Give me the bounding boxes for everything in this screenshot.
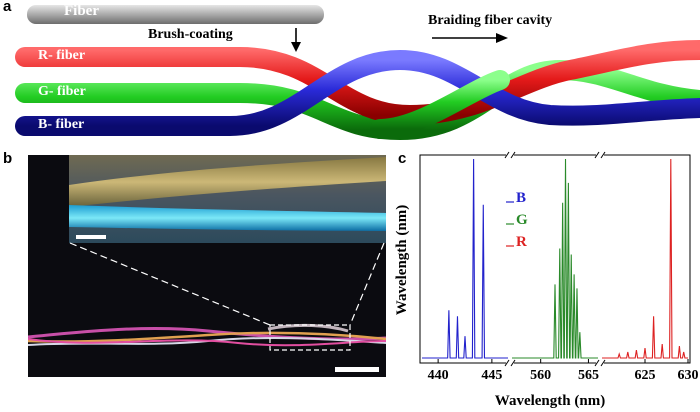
x-tick-label: 445 [481, 368, 502, 383]
x-tick-label: 440 [428, 368, 449, 383]
g-fiber-label: G- fiber [38, 84, 86, 99]
braided-fiber-photo [28, 323, 386, 347]
red-fiber [15, 40, 700, 126]
inset-scale-bar [76, 235, 106, 239]
legend-label-b: B [516, 190, 526, 206]
zoom-inset [69, 155, 386, 243]
axis-break-gap [596, 152, 604, 158]
arrow-right-icon [432, 33, 508, 43]
main-scale-bar [335, 367, 379, 372]
plain-fiber [27, 5, 324, 24]
y-axis-label: Wavelength (nm) [394, 205, 410, 315]
fiber-label: Fiber [64, 3, 99, 19]
legend: B G R [506, 190, 528, 250]
blue-fiber [15, 49, 700, 136]
chart-ticks: 440 445 560 565 625 630 [428, 359, 699, 383]
spectrum-line-g [512, 158, 598, 359]
chart-marks [422, 158, 688, 359]
axis-break-gap [596, 360, 604, 366]
axis-break-gap [506, 152, 514, 158]
plot-border [419, 154, 691, 364]
legend-label-g: G [516, 212, 528, 228]
zoom-line-left [69, 242, 271, 326]
x-tick-label: 625 [635, 368, 656, 383]
panel-c-letter: c [398, 150, 407, 167]
spectrum-chart: 440 445 560 565 625 630 Wavelength (nm) Wavel… [394, 151, 699, 409]
panel-b-letter: b [3, 150, 13, 167]
axis-break-mark [594, 151, 600, 159]
braid-label: Braiding fiber cavity [428, 13, 553, 28]
axis-break-mark [504, 359, 510, 367]
legend-label-r: R [516, 234, 527, 250]
axis-break-mark [504, 151, 510, 159]
panel-a-letter: a [3, 0, 12, 15]
spectrum-line-r [602, 158, 688, 359]
b-fiber-label: B- fiber [38, 117, 85, 132]
green-fiber-front [370, 70, 510, 139]
x-tick-label: 560 [530, 368, 551, 383]
x-tick-label: 630 [678, 368, 699, 383]
brush-coating-label: Brush-coating [148, 27, 233, 42]
micrograph-image [28, 155, 386, 377]
axis-break-mark [510, 359, 516, 367]
zoom-selection-box [269, 324, 351, 351]
axis-break-mark [594, 359, 600, 367]
chart-frame [419, 151, 691, 367]
arrow-down-icon [291, 28, 301, 52]
axis-break-mark [600, 359, 606, 367]
axis-break-mark [600, 151, 606, 159]
x-tick-label: 565 [578, 368, 599, 383]
zoom-line-right [349, 242, 385, 326]
spectrum-line-b [422, 158, 508, 359]
axis-break-mark [510, 151, 516, 159]
x-axis-label: Wavelength (nm) [495, 393, 605, 409]
panel-a-illustration [15, 5, 700, 141]
r-fiber-label: R- fiber [38, 48, 86, 63]
axis-break-gap [506, 360, 514, 366]
